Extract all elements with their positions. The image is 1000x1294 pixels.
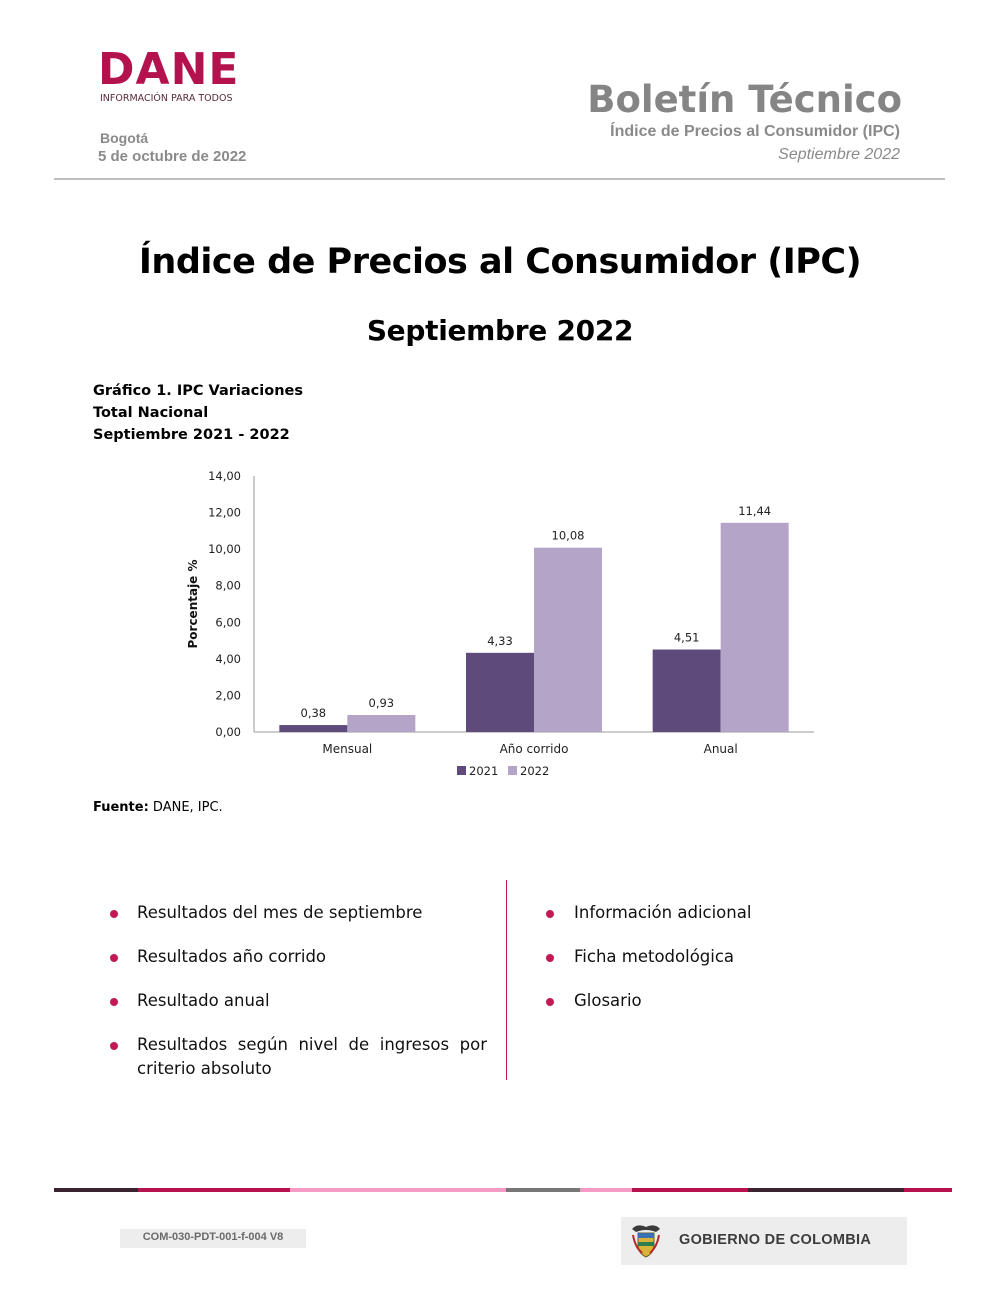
y-tick-label: 10,00	[208, 542, 241, 556]
legend-swatch	[508, 766, 517, 775]
dane-logo: DANE INFORMACIÓN PARA TODOS	[98, 48, 238, 108]
government-badge: GOBIERNO DE COLOMBIA	[621, 1217, 907, 1265]
bullet-icon	[110, 1042, 118, 1050]
contents-item-label: Ficha metodológica	[574, 947, 735, 966]
document-code: COM-030-PDT-001-f-004 V8	[142, 1231, 284, 1243]
bulletin-subtitle: Índice de Precios al Consumidor (IPC)	[610, 123, 900, 140]
bullet-icon	[546, 954, 554, 962]
x-tick-label: Mensual	[322, 742, 372, 756]
x-tick-label: Año corrido	[500, 742, 569, 756]
data-label: 4,33	[487, 634, 513, 648]
header-divider	[54, 178, 945, 180]
legend-swatch	[457, 766, 466, 775]
data-label: 4,51	[674, 631, 700, 645]
contents-item-label: Resultados según nivel de ingresos por c…	[137, 1035, 487, 1078]
y-tick-label: 2,00	[215, 688, 241, 702]
data-label: 0,93	[369, 696, 395, 710]
bar-2022	[347, 714, 416, 732]
bulletin-month: Septiembre 2022	[778, 146, 900, 163]
y-axis-title: Porcentaje %	[186, 559, 200, 648]
government-label: GOBIERNO DE COLOMBIA	[679, 1232, 872, 1248]
bullet-icon	[110, 998, 118, 1006]
contents-item-label: Resultados año corrido	[137, 947, 327, 966]
contents-item-label: Información adicional	[574, 903, 752, 922]
legend-label: 2022	[520, 764, 549, 778]
source-label: Fuente:	[93, 800, 149, 815]
bullet-icon	[110, 954, 118, 962]
source-text: DANE, IPC.	[148, 800, 223, 815]
contents-item-label: Resultado anual	[137, 991, 270, 1010]
bar-2021	[279, 725, 348, 732]
y-tick-label: 14,00	[208, 469, 241, 483]
bar-2021	[652, 649, 721, 732]
bulletin-title: Boletín Técnico	[587, 78, 902, 121]
logo-tagline: INFORMACIÓN PARA TODOS	[100, 93, 233, 104]
footer-color-bar	[54, 1188, 952, 1192]
x-tick-label: Anual	[704, 742, 738, 756]
data-label: 0,38	[301, 706, 327, 720]
data-label: 10,08	[552, 529, 585, 543]
y-tick-label: 8,00	[215, 579, 241, 593]
chart-caption-period: Septiembre 2021 - 2022	[93, 427, 290, 443]
page-subtitle: Septiembre 2022	[366, 314, 634, 347]
bullet-icon	[546, 910, 554, 918]
legend-label: 2021	[469, 764, 498, 778]
bullet-icon	[546, 998, 554, 1006]
publication-date: 5 de octubre de 2022	[98, 148, 247, 165]
contents-item-label: Glosario	[574, 991, 642, 1010]
coat-of-arms-icon	[632, 1225, 660, 1258]
document-code-box: COM-030-PDT-001-f-004 V8	[120, 1229, 306, 1248]
y-tick-label: 4,00	[215, 652, 241, 666]
page-title: Índice de Precios al Consumidor (IPC)	[138, 242, 862, 282]
y-tick-label: 6,00	[215, 615, 241, 629]
bar-2021	[466, 652, 534, 732]
y-tick-label: 0,00	[215, 725, 241, 739]
contents-item-label: Resultados del mes de septiembre	[137, 903, 423, 922]
bar-2022	[720, 522, 789, 732]
bullet-icon	[110, 910, 118, 918]
data-label: 11,44	[738, 504, 771, 518]
chart-source: Fuente: DANE, IPC.	[93, 800, 223, 815]
bar-2022	[534, 547, 602, 732]
city: Bogotá	[100, 130, 149, 146]
y-tick-label: 12,00	[208, 506, 241, 520]
chart-caption-title: Gráfico 1. IPC Variaciones	[93, 383, 303, 399]
chart-caption-scope: Total Nacional	[93, 405, 209, 421]
ipc-bar-chart: 0,00 2,00 4,00 6,00 8,00 10,00 12,00 14,00 Porce…	[186, 469, 814, 778]
contents-divider	[506, 880, 507, 1080]
logo-wordmark: DANE	[98, 44, 240, 95]
